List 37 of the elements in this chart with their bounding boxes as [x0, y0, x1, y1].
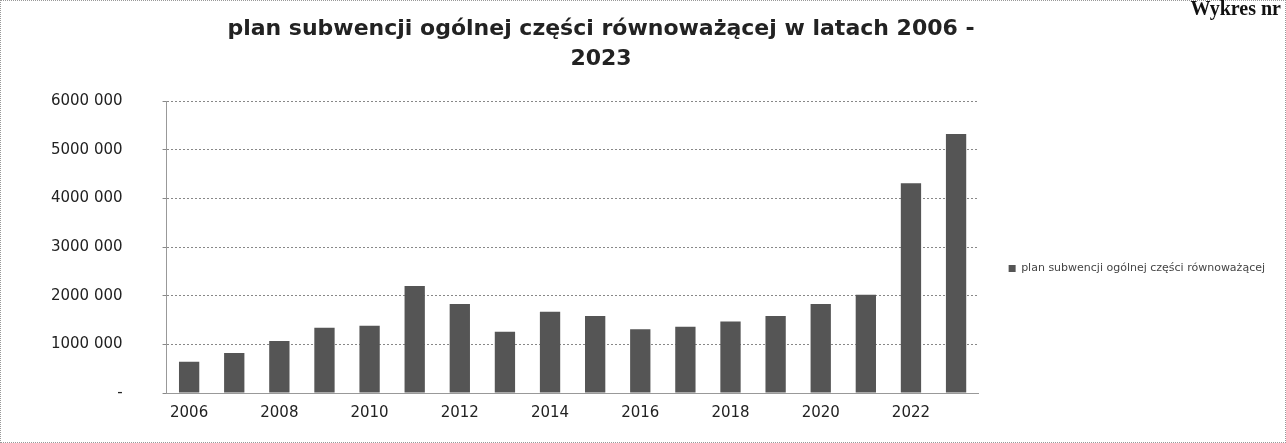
bar	[224, 353, 245, 393]
bar	[675, 326, 696, 393]
y-tick-label: 3000 000	[50, 236, 123, 255]
bar	[630, 329, 651, 393]
x-tick-label: 2008	[260, 402, 299, 421]
x-tick-label: 2010	[350, 402, 389, 421]
y-tick-label: 1000 000	[50, 334, 123, 353]
y-tick-label: 6000 000	[50, 90, 123, 109]
y-tick-label: 4000 000	[50, 188, 123, 207]
bar	[359, 325, 380, 393]
x-tick-label: 2012	[440, 402, 479, 421]
bar	[314, 327, 335, 393]
legend-label: plan subwencji ogólnej części równoważącej	[1021, 261, 1266, 275]
bar	[449, 303, 470, 393]
bar	[855, 294, 876, 393]
x-tick-label: 2006	[170, 402, 209, 421]
bar	[404, 285, 425, 393]
x-tick-label: 2022	[891, 402, 931, 421]
bar	[539, 311, 561, 393]
chart-title: plan subwencji ogólnej części równoważącej w latach 2006 - 2023	[226, 14, 976, 72]
y-tick-label: 2000 000	[50, 285, 123, 304]
bar	[494, 331, 516, 393]
y-tick-label: 5000 000	[50, 139, 123, 158]
x-tick-label: 2020	[801, 402, 840, 421]
y-tick-label: -	[117, 382, 123, 401]
bar	[178, 361, 200, 393]
text: Wykres nr	[1190, 0, 1281, 20]
x-tick-label: 2014	[530, 402, 570, 421]
bar	[765, 316, 786, 393]
x-tick-label: 2018	[711, 402, 750, 421]
bar	[585, 316, 606, 393]
bar	[720, 321, 741, 393]
x-tick-label: 2016	[621, 402, 660, 421]
bar	[900, 183, 922, 393]
bar	[810, 303, 831, 393]
bar	[945, 134, 967, 393]
bar	[269, 340, 290, 393]
